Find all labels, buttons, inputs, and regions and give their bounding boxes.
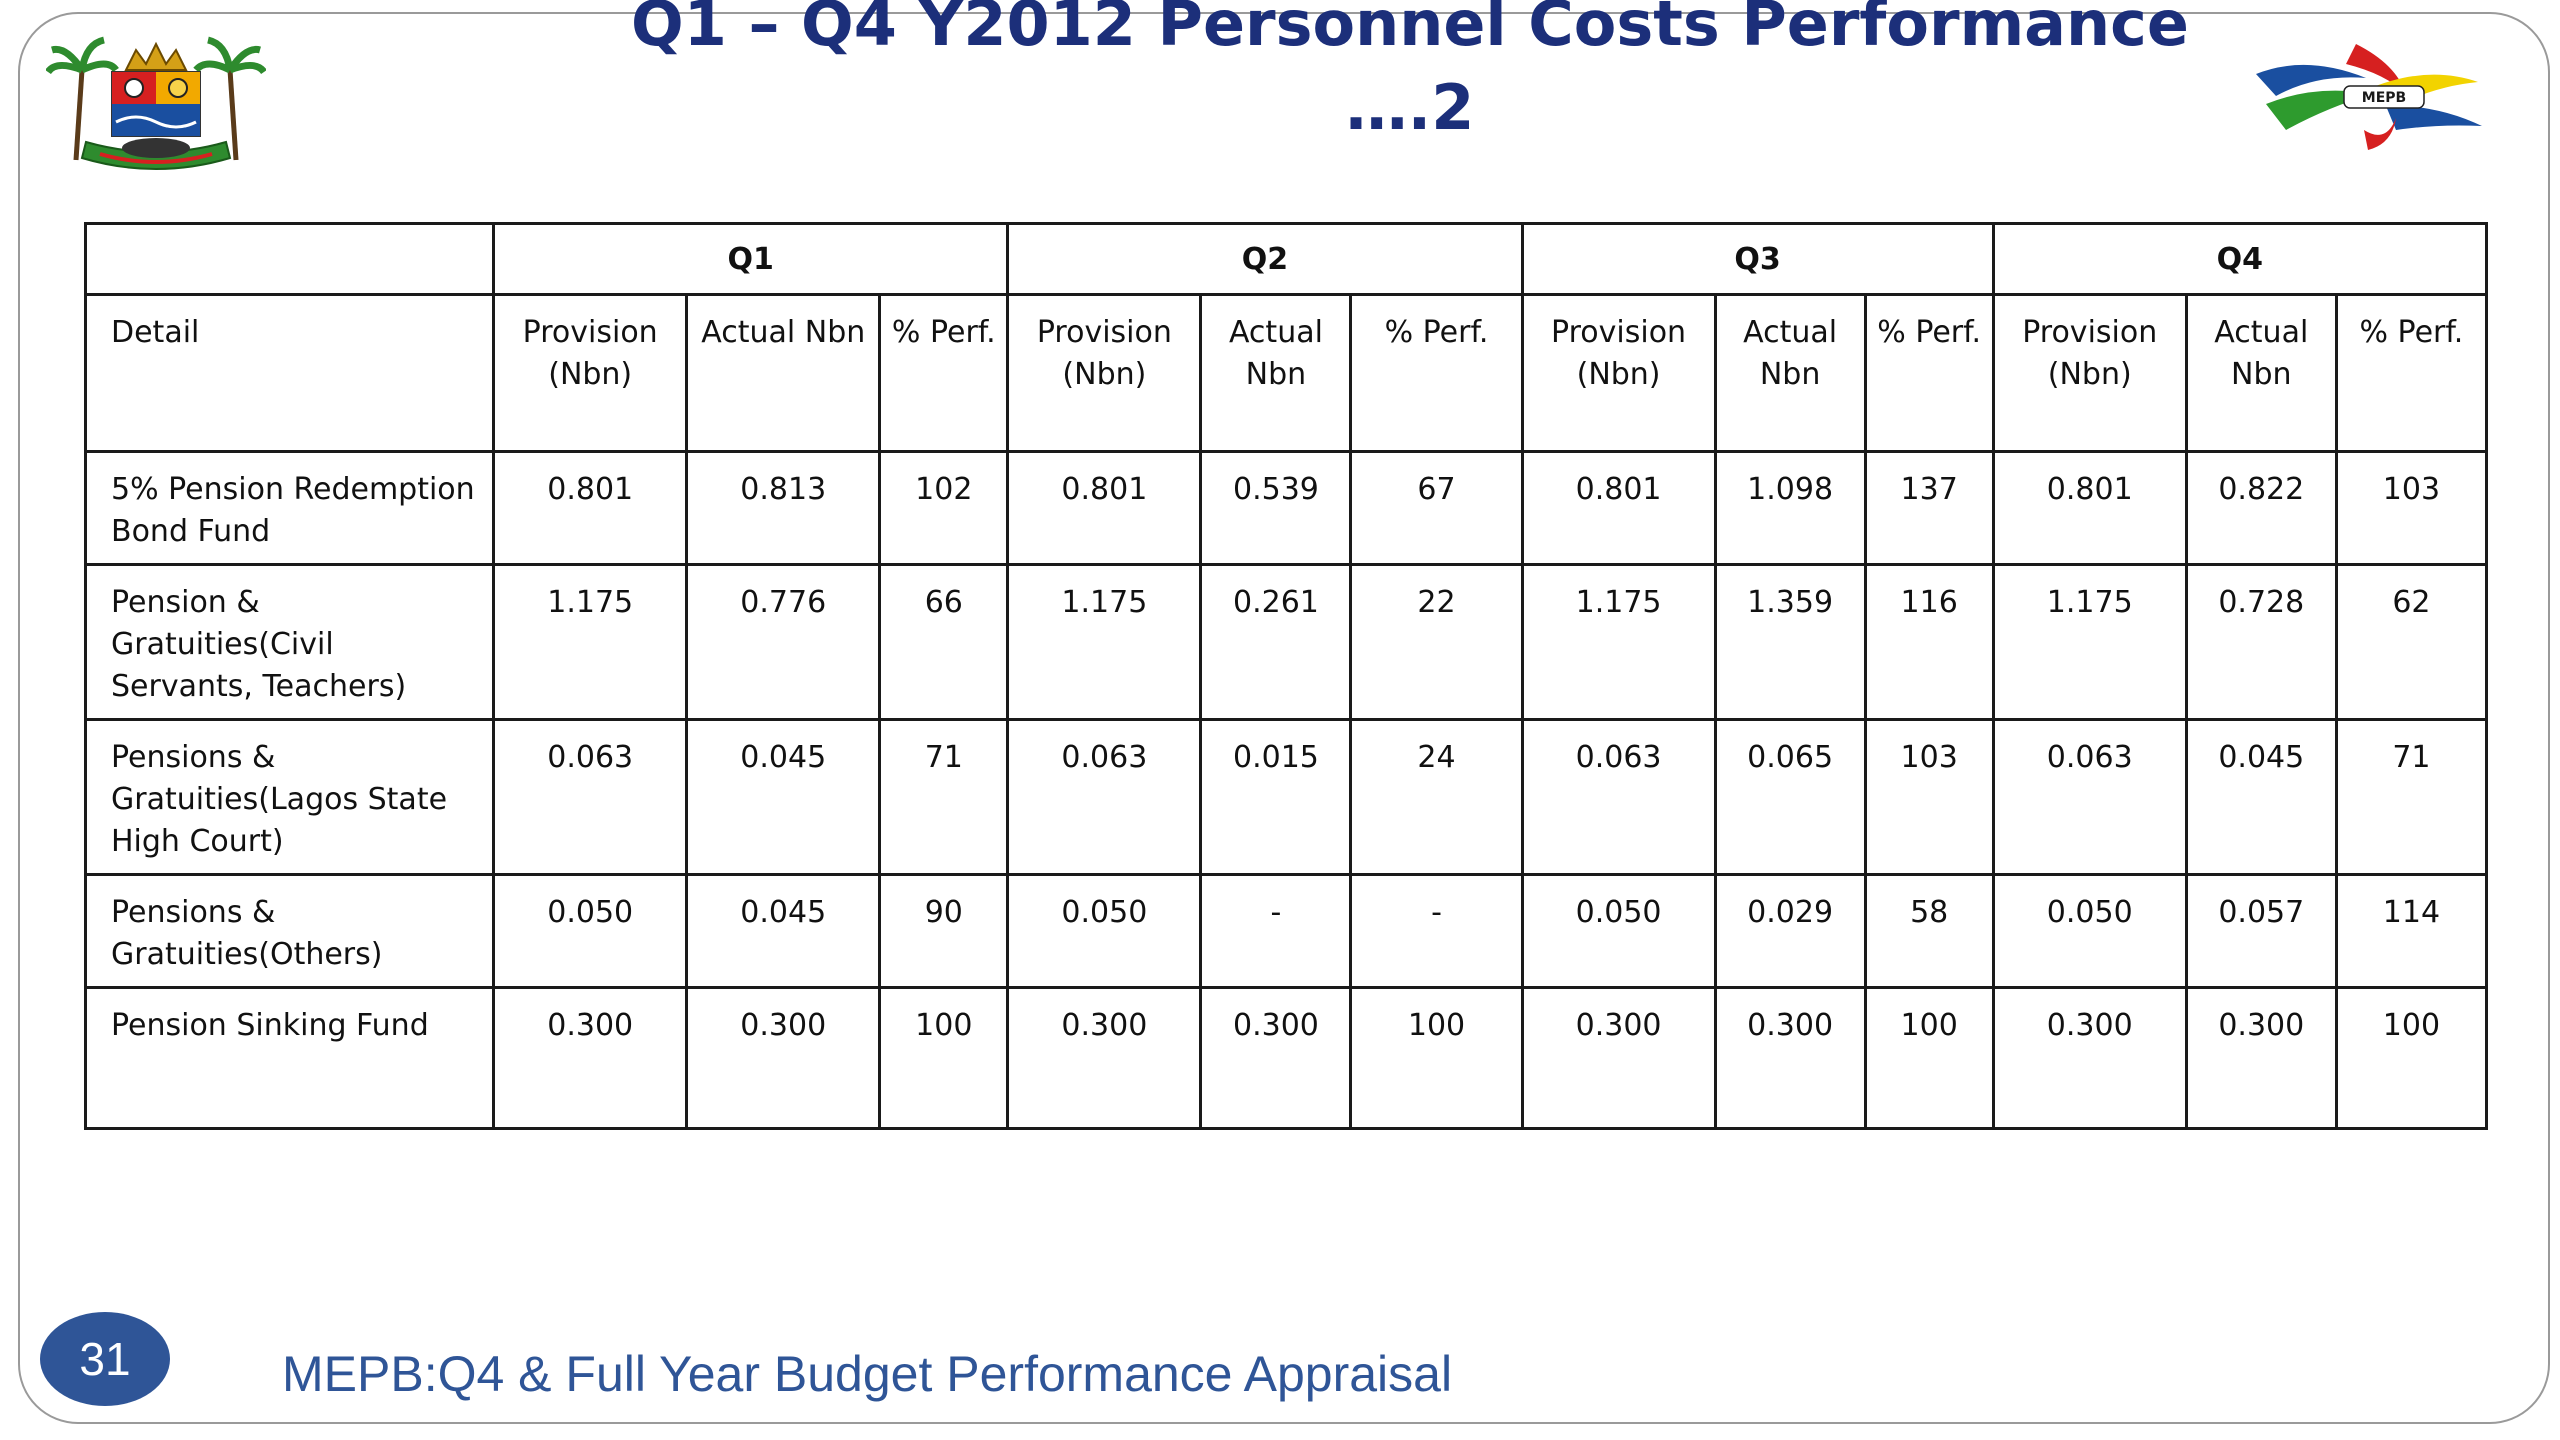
quarter-header-row: Q1 Q2 Q3 Q4 [83, 222, 2489, 296]
row-label: 5% Pension Redemption Bond Fund [83, 450, 496, 566]
q4-perf-header: % Perf. [2334, 293, 2489, 453]
mepb-logo-icon: MEPB [2256, 44, 2482, 150]
table-cell: 0.045 [685, 718, 882, 876]
q1-actual-header: Actual Nbn [685, 293, 882, 453]
table-cell: 0.029 [1713, 873, 1867, 989]
q2-perf-header: % Perf. [1349, 293, 1524, 453]
table-cell: 66 [878, 563, 1010, 721]
table-cell: 1.359 [1713, 563, 1867, 721]
table-cell: 0.050 [1991, 873, 2188, 989]
table-row: Pension Sinking Fund 0.300 0.300 100 0.3… [83, 986, 2489, 1130]
table-cell: 0.300 [492, 986, 689, 1130]
q1-provision-header: Provision (Nbn) [492, 293, 689, 453]
row-label: Pensions & Gratuities(Others) [83, 873, 496, 989]
table-cell: 0.728 [2184, 563, 2338, 721]
table-row: Pensions & Gratuities(Others) 0.050 0.04… [83, 873, 2489, 989]
table-cell: 0.063 [492, 718, 689, 876]
table-cell: - [1349, 873, 1524, 989]
table-cell: 62 [2334, 563, 2489, 721]
table-cell: 100 [1349, 986, 1524, 1130]
table-cell: 0.063 [1006, 718, 1203, 876]
lagos-state-crest-icon [46, 36, 266, 170]
table-cell: 0.045 [2184, 718, 2338, 876]
table-cell: 90 [878, 873, 1010, 989]
table-cell: 0.300 [1006, 986, 1203, 1130]
table-cell: 0.057 [2184, 873, 2338, 989]
slide-title-line-1: Q1 – Q4 Y2012 Personnel Costs Performanc… [631, 0, 2189, 60]
table-cell: 71 [878, 718, 1010, 876]
column-header-row: Detail Provision (Nbn) Actual Nbn % Perf… [83, 293, 2489, 453]
table-cell: 0.063 [1520, 718, 1717, 876]
table-cell: 116 [1863, 563, 1995, 721]
row-label: Pension Sinking Fund [83, 986, 496, 1130]
page-number-badge: 31 [40, 1312, 170, 1406]
q3-actual-header: Actual Nbn [1713, 293, 1867, 453]
table-cell: 0.801 [1991, 450, 2188, 566]
table-cell: 0.050 [1520, 873, 1717, 989]
table-cell: 0.300 [1199, 986, 1353, 1130]
mepb-logo-text: MEPB [2362, 90, 2406, 106]
table-cell: 0.776 [685, 563, 882, 721]
table-cell: 114 [2334, 873, 2489, 989]
table-cell: 1.098 [1713, 450, 1867, 566]
table-cell: 58 [1863, 873, 1995, 989]
quarter-header-q4: Q4 [1991, 222, 2489, 296]
table-cell: 0.300 [1520, 986, 1717, 1130]
table-cell: 1.175 [1520, 563, 1717, 721]
table-cell: 100 [1863, 986, 1995, 1130]
table-cell: 0.261 [1199, 563, 1353, 721]
table-cell: 22 [1349, 563, 1524, 721]
table-cell: 67 [1349, 450, 1524, 566]
table-cell: 0.801 [492, 450, 689, 566]
table-cell: - [1199, 873, 1353, 989]
table-cell: 0.300 [1713, 986, 1867, 1130]
quarter-header-q3: Q3 [1520, 222, 1995, 296]
table-row: Pension & Gratuities(Civil Servants, Tea… [83, 563, 2489, 721]
row-label: Pensions & Gratuities(Lagos State High C… [83, 718, 496, 876]
table-cell: 100 [2334, 986, 2489, 1130]
slide-footer: MEPB:Q4 & Full Year Budget Performance A… [282, 1346, 1453, 1402]
table-cell: 102 [878, 450, 1010, 566]
q1-perf-header: % Perf. [878, 293, 1010, 453]
table-cell: 0.050 [1006, 873, 1203, 989]
table-cell: 0.065 [1713, 718, 1867, 876]
table-cell: 103 [2334, 450, 2489, 566]
table-cell: 1.175 [492, 563, 689, 721]
header-blank-cell [83, 222, 496, 296]
row-label: Pension & Gratuities(Civil Servants, Tea… [83, 563, 496, 721]
table-cell: 71 [2334, 718, 2489, 876]
table-cell: 103 [1863, 718, 1995, 876]
table-cell: 0.045 [685, 873, 882, 989]
table-cell: 137 [1863, 450, 1995, 566]
table-cell: 0.801 [1006, 450, 1203, 566]
table-cell: 0.300 [685, 986, 882, 1130]
personnel-costs-table: Q1 Q2 Q3 Q4 Detail Provision (Nbn) Actua… [83, 222, 2489, 1130]
q4-actual-header: Actual Nbn [2184, 293, 2338, 453]
q2-provision-header: Provision (Nbn) [1006, 293, 1203, 453]
table-cell: 100 [878, 986, 1010, 1130]
quarter-header-q1: Q1 [492, 222, 1010, 296]
slide-title-line-2: ….2 [1345, 71, 1475, 144]
slide-title: Q1 – Q4 Y2012 Personnel Costs Performanc… [560, 0, 2260, 150]
detail-column-header: Detail [83, 293, 496, 453]
table-cell: 0.822 [2184, 450, 2338, 566]
table-cell: 0.300 [2184, 986, 2338, 1130]
q3-provision-header: Provision (Nbn) [1520, 293, 1717, 453]
table-row: 5% Pension Redemption Bond Fund 0.801 0.… [83, 450, 2489, 566]
table-cell: 0.050 [492, 873, 689, 989]
q4-provision-header: Provision (Nbn) [1991, 293, 2188, 453]
table-cell: 1.175 [1991, 563, 2188, 721]
table-row: Pensions & Gratuities(Lagos State High C… [83, 718, 2489, 876]
quarter-header-q2: Q2 [1006, 222, 1524, 296]
q2-actual-header: Actual Nbn [1199, 293, 1353, 453]
table-cell: 0.300 [1991, 986, 2188, 1130]
table-cell: 0.539 [1199, 450, 1353, 566]
table-cell: 0.015 [1199, 718, 1353, 876]
table-cell: 0.063 [1991, 718, 2188, 876]
table-cell: 0.801 [1520, 450, 1717, 566]
table-cell: 24 [1349, 718, 1524, 876]
table-cell: 0.813 [685, 450, 882, 566]
q3-perf-header: % Perf. [1863, 293, 1995, 453]
table-cell: 1.175 [1006, 563, 1203, 721]
